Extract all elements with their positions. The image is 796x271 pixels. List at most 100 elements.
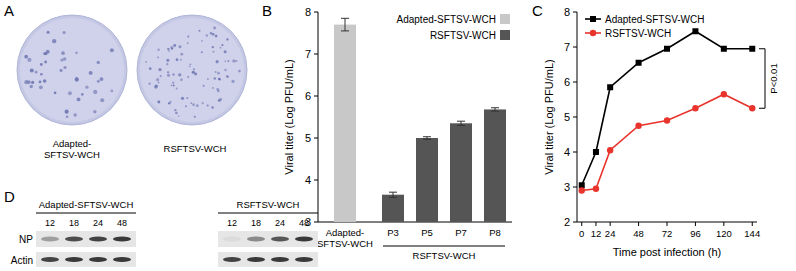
plaque	[149, 67, 152, 70]
plaque	[178, 45, 181, 48]
plaque	[52, 39, 56, 43]
bar	[416, 138, 438, 222]
y-tick	[573, 47, 577, 48]
plaque	[158, 68, 161, 71]
text-line: SFTSV-WCH	[317, 238, 373, 249]
blot-band	[89, 257, 107, 262]
series-line	[582, 31, 753, 185]
plaque	[218, 78, 220, 80]
marker	[607, 84, 613, 90]
plaque	[168, 102, 171, 105]
plaque	[231, 80, 234, 83]
plaque	[211, 106, 214, 109]
plate-surface	[140, 18, 244, 122]
legend-marker	[590, 30, 596, 36]
plaque	[81, 93, 84, 96]
plaque	[75, 77, 78, 80]
x-tick-label: P8	[489, 227, 501, 238]
plaque	[215, 35, 218, 38]
plaque	[176, 87, 178, 89]
y-tick	[314, 222, 318, 223]
blot-band	[65, 236, 83, 241]
error-bar	[389, 192, 397, 197]
x-tick	[695, 222, 696, 226]
plaque	[215, 71, 217, 73]
legend-label: Adapted-SFTSV-WCH	[397, 14, 496, 25]
y-axis-label: Viral titer (Log PFU/mL)	[283, 59, 295, 174]
lane-label: 12	[227, 218, 237, 228]
bar-chart: 345678Viral titer (Log PFU/mL)Adapted-SF…	[283, 6, 512, 261]
blot-band	[223, 236, 241, 241]
error-bar	[491, 108, 499, 111]
plaque	[216, 88, 219, 91]
lane-label: 18	[251, 218, 261, 228]
legend-marker	[590, 16, 596, 22]
row-label: NP	[19, 234, 33, 245]
plaque	[160, 75, 162, 77]
line-chart: 234567801224487296120144Viral titer (Log…	[543, 6, 779, 258]
y-tick	[314, 54, 318, 55]
marker	[579, 187, 585, 193]
plaque	[43, 79, 47, 83]
annotation: P<0.01	[768, 63, 779, 93]
x-tick-label: 144	[744, 228, 760, 239]
y-tick	[573, 152, 577, 153]
plaque	[176, 58, 179, 61]
plaque	[47, 31, 50, 34]
y-tick-label: 6	[305, 90, 311, 102]
bar	[450, 123, 472, 222]
plaque	[216, 60, 219, 63]
blot-band	[271, 236, 289, 241]
x-tick	[723, 222, 724, 226]
plaque	[178, 73, 181, 76]
plaque	[187, 76, 189, 78]
y-tick	[314, 180, 318, 181]
error-bar	[423, 137, 431, 140]
plaque	[199, 30, 201, 32]
plaque	[224, 69, 226, 71]
y-tick-label: 8	[305, 6, 311, 18]
plaque	[73, 113, 76, 116]
plaque	[189, 64, 191, 66]
plaque	[207, 105, 209, 107]
marker	[721, 91, 727, 97]
x-tick	[610, 222, 611, 226]
plaque	[35, 71, 38, 74]
plaque	[172, 82, 174, 84]
plaque	[224, 50, 227, 53]
marker	[636, 60, 642, 66]
plaque	[157, 49, 159, 51]
y-tick-label: 7	[564, 41, 570, 53]
plaque	[61, 51, 65, 55]
plate-well	[17, 15, 127, 125]
plaque	[40, 73, 43, 76]
plaque	[43, 52, 46, 55]
y-tick-label: 5	[305, 132, 311, 144]
plaque	[226, 75, 229, 78]
plaque	[110, 90, 113, 93]
blot-band	[41, 236, 59, 241]
plaque	[192, 103, 195, 106]
plaque	[158, 82, 160, 84]
blot-band	[247, 236, 265, 241]
plaque	[224, 61, 226, 63]
x-tick-label: P7	[455, 227, 467, 238]
blot-band	[247, 257, 265, 262]
plaque	[226, 38, 228, 40]
plaque	[44, 61, 47, 64]
plaque	[27, 58, 31, 62]
legend-label: RSFTSV-WCH	[605, 28, 671, 39]
plaque	[30, 69, 34, 73]
marker	[664, 117, 670, 123]
plaque	[167, 74, 170, 77]
legend-label: Adapted-SFTSV-WCH	[605, 14, 704, 25]
plaque	[180, 59, 182, 61]
group-label: RSFTSV-WCH	[237, 199, 300, 210]
plaque	[213, 27, 216, 30]
plaque	[97, 80, 100, 83]
plaque	[217, 72, 220, 75]
x-tick-label: 72	[662, 228, 673, 239]
blot-band	[271, 257, 289, 262]
group-label: RSFTSV-WCH	[413, 250, 476, 261]
panel-letter: B	[262, 2, 272, 19]
